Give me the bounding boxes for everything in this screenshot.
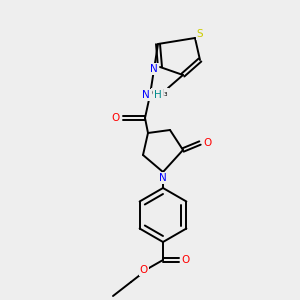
Text: O: O bbox=[112, 113, 120, 123]
Text: N: N bbox=[150, 64, 158, 74]
Text: N: N bbox=[142, 90, 150, 100]
Text: O: O bbox=[203, 138, 211, 148]
Text: O: O bbox=[182, 255, 190, 265]
Text: H: H bbox=[154, 90, 162, 100]
Text: N: N bbox=[159, 173, 167, 183]
Text: O: O bbox=[140, 265, 148, 275]
Text: S: S bbox=[197, 29, 203, 39]
Text: CH₃: CH₃ bbox=[152, 88, 168, 98]
